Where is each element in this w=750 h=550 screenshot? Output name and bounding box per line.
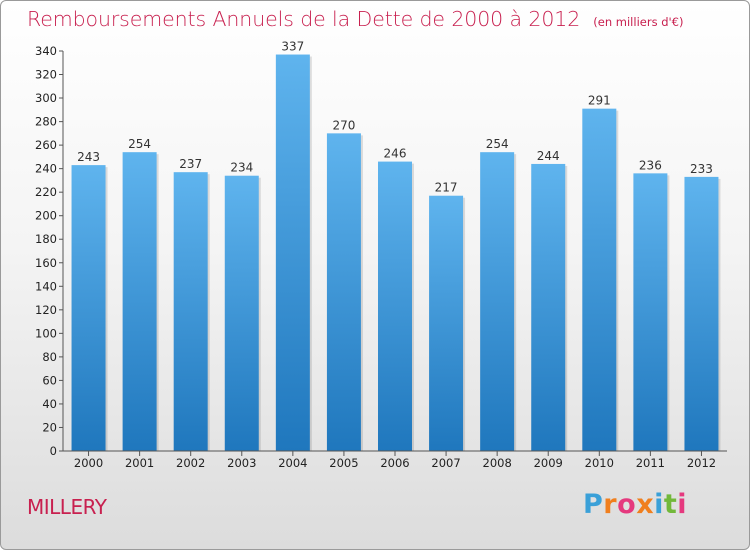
x-tick-label: 2004 (278, 456, 307, 470)
bar (480, 152, 515, 452)
x-tick-label: 2012 (687, 456, 716, 470)
x-tick-label: 2006 (380, 456, 409, 470)
y-tick-label: 120 (35, 303, 57, 317)
logo-letter: t (663, 489, 678, 520)
logo-letter: P (583, 489, 604, 520)
logo-letter: i (677, 489, 688, 520)
bar (275, 54, 310, 451)
x-axis: 2000 2001 2002 2003 2004 2005 2006 2007 2008 2009… (63, 450, 727, 470)
bar-value-label: 233 (690, 162, 713, 176)
bar-value-label: 244 (537, 149, 560, 163)
y-tick-label: 200 (35, 209, 57, 223)
bar-value-label: 234 (230, 161, 253, 175)
logo-letter: r (603, 489, 618, 520)
y-tick-label: 20 (42, 420, 57, 434)
bar (224, 175, 259, 452)
x-tick-label: 2003 (227, 456, 256, 470)
y-tick-label: 320 (35, 68, 57, 82)
y-tick-label: 340 (35, 44, 57, 58)
bar (582, 108, 617, 451)
y-tick-label: 220 (35, 185, 57, 199)
bar-value-label: 254 (486, 137, 509, 151)
unit-note: (en milliers d'€) (593, 15, 684, 29)
commune-name: MILLERY (27, 495, 107, 519)
y-tick-label: 140 (35, 279, 57, 293)
y-tick-label: 40 (42, 397, 57, 411)
x-tick-label: 2001 (125, 456, 154, 470)
y-tick-label: 180 (35, 232, 57, 246)
bar-value-label: 270 (332, 118, 355, 132)
bar-value-label: 243 (77, 150, 100, 164)
bars: 243 254 237 234 337 270 246 217 254 244 291 236 233 (71, 40, 721, 452)
bar-value-label: 236 (639, 158, 662, 172)
bar (633, 173, 668, 451)
bar-value-label: 337 (281, 40, 304, 54)
logo-letter: x (636, 489, 655, 520)
bar-value-label: 237 (179, 157, 202, 171)
logo-letter: i (654, 489, 664, 520)
x-tick-label: 2005 (329, 456, 358, 470)
proxiti-logo: Proxiti (583, 489, 687, 520)
y-tick-label: 280 (35, 115, 57, 129)
bar (71, 165, 106, 451)
x-tick-label: 2008 (483, 456, 512, 470)
y-tick-label: 80 (42, 350, 57, 364)
y-tick-label: 0 (50, 444, 57, 458)
bar-value-label: 246 (384, 147, 407, 161)
y-tick-label: 160 (35, 256, 57, 270)
y-tick-label: 60 (42, 373, 57, 387)
bar-value-label: 291 (588, 94, 611, 108)
bar (173, 172, 208, 452)
bar (531, 163, 566, 452)
y-tick-label: 100 (35, 326, 57, 340)
bar (429, 195, 464, 451)
x-tick-label: 2011 (636, 456, 665, 470)
logo-letter: o (617, 489, 637, 520)
y-tick-label: 260 (35, 138, 57, 152)
bar (122, 152, 157, 452)
chart-title: Remboursements Annuels de la Dette de 20… (27, 7, 683, 31)
bar (684, 176, 719, 451)
y-axis: 0 20 40 60 80 100 120 140 160 180 200 220 240 260 280 3… (35, 44, 64, 458)
bar-value-label: 217 (435, 181, 458, 195)
bar (326, 133, 361, 451)
bar (378, 161, 412, 451)
x-tick-label: 2002 (176, 456, 205, 470)
y-tick-label: 240 (35, 162, 57, 176)
x-tick-label: 2007 (431, 456, 460, 470)
bar-value-label: 254 (128, 137, 151, 151)
x-tick-label: 2000 (74, 456, 103, 470)
y-tick-label: 300 (35, 91, 57, 105)
chart-title-text: Remboursements Annuels de la Dette de 20… (27, 7, 581, 31)
x-tick-label: 2009 (534, 456, 563, 470)
x-tick-label: 2010 (585, 456, 614, 470)
